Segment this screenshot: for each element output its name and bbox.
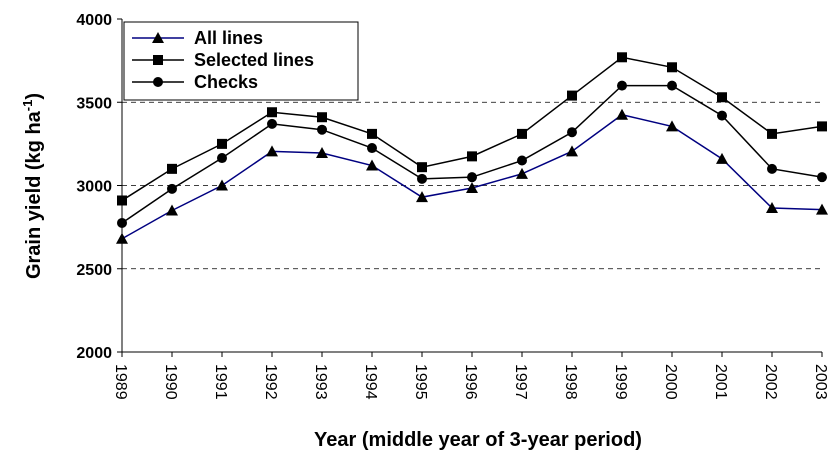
x-tick-label: 1998	[562, 364, 579, 400]
x-tick-label: 2000	[662, 364, 679, 400]
x-tick-label: 1992	[262, 364, 279, 400]
x-tick-label: 2001	[712, 364, 729, 400]
data-point	[816, 203, 828, 215]
data-point	[567, 90, 577, 101]
legend-label: Selected lines	[194, 50, 314, 70]
y-tick-label: 4000	[76, 12, 112, 29]
data-point	[367, 128, 377, 139]
data-point	[717, 92, 727, 103]
data-point	[266, 145, 278, 157]
legend-label: Checks	[194, 72, 258, 92]
data-point	[767, 128, 777, 139]
data-point	[217, 153, 227, 164]
x-tick-label: 1990	[162, 364, 179, 400]
legend-label: All lines	[194, 28, 263, 48]
data-point	[817, 172, 827, 183]
y-axis-label: Grain yield (kg ha-1)	[20, 93, 45, 279]
data-point	[517, 128, 527, 139]
y-tick-label: 2500	[76, 262, 112, 279]
data-point	[366, 159, 378, 171]
data-point	[267, 118, 277, 129]
data-point	[166, 204, 178, 216]
data-point	[216, 179, 228, 191]
data-point	[566, 145, 578, 157]
data-point	[117, 195, 127, 206]
data-point	[316, 147, 328, 159]
data-point	[617, 80, 627, 91]
x-tick-label: 1989	[112, 364, 129, 400]
data-point	[617, 52, 627, 63]
x-tick-label: 1999	[612, 364, 629, 400]
data-point	[666, 120, 678, 132]
data-point	[517, 155, 527, 166]
data-point	[116, 232, 128, 244]
data-point	[466, 181, 478, 193]
y-tick-label: 2000	[76, 345, 112, 362]
data-point	[117, 217, 127, 228]
y-axis-label-end: )	[23, 93, 45, 100]
x-tick-label: 1997	[512, 364, 529, 400]
data-point	[417, 162, 427, 173]
data-point	[717, 110, 727, 121]
legend-marker	[152, 32, 164, 43]
data-point	[416, 191, 428, 203]
x-axis-label: Year (middle year of 3-year period)	[314, 429, 642, 451]
y-axis-label-main: Grain yield (kg ha	[23, 110, 45, 279]
y-axis-label-sup: -1	[20, 100, 35, 112]
x-tick-label: 1994	[362, 364, 379, 400]
x-tick-label: 1995	[412, 364, 429, 400]
data-point	[817, 121, 827, 132]
data-point	[716, 152, 728, 164]
y-tick-label: 3500	[76, 95, 112, 112]
data-point	[467, 151, 477, 162]
data-point	[767, 163, 777, 174]
data-point	[167, 183, 177, 194]
data-point	[667, 62, 677, 73]
x-tick-label: 1993	[312, 364, 329, 400]
data-point	[667, 80, 677, 91]
y-tick-label: 3000	[76, 179, 112, 196]
x-tick-label: 2002	[762, 364, 779, 400]
data-point	[317, 112, 327, 123]
data-point	[616, 108, 628, 120]
data-point	[567, 127, 577, 138]
legend-marker	[153, 77, 163, 87]
legend-marker	[153, 55, 163, 65]
data-point	[217, 138, 227, 149]
data-point	[516, 167, 528, 179]
data-point	[267, 107, 277, 118]
x-tick-label: 2003	[812, 364, 829, 400]
x-tick-label: 1991	[212, 364, 229, 400]
data-point	[467, 172, 477, 183]
x-tick-label: 1996	[462, 364, 479, 400]
data-point	[317, 124, 327, 135]
data-point	[417, 173, 427, 184]
data-point	[766, 201, 778, 213]
data-point	[367, 143, 377, 154]
data-point	[167, 163, 177, 174]
